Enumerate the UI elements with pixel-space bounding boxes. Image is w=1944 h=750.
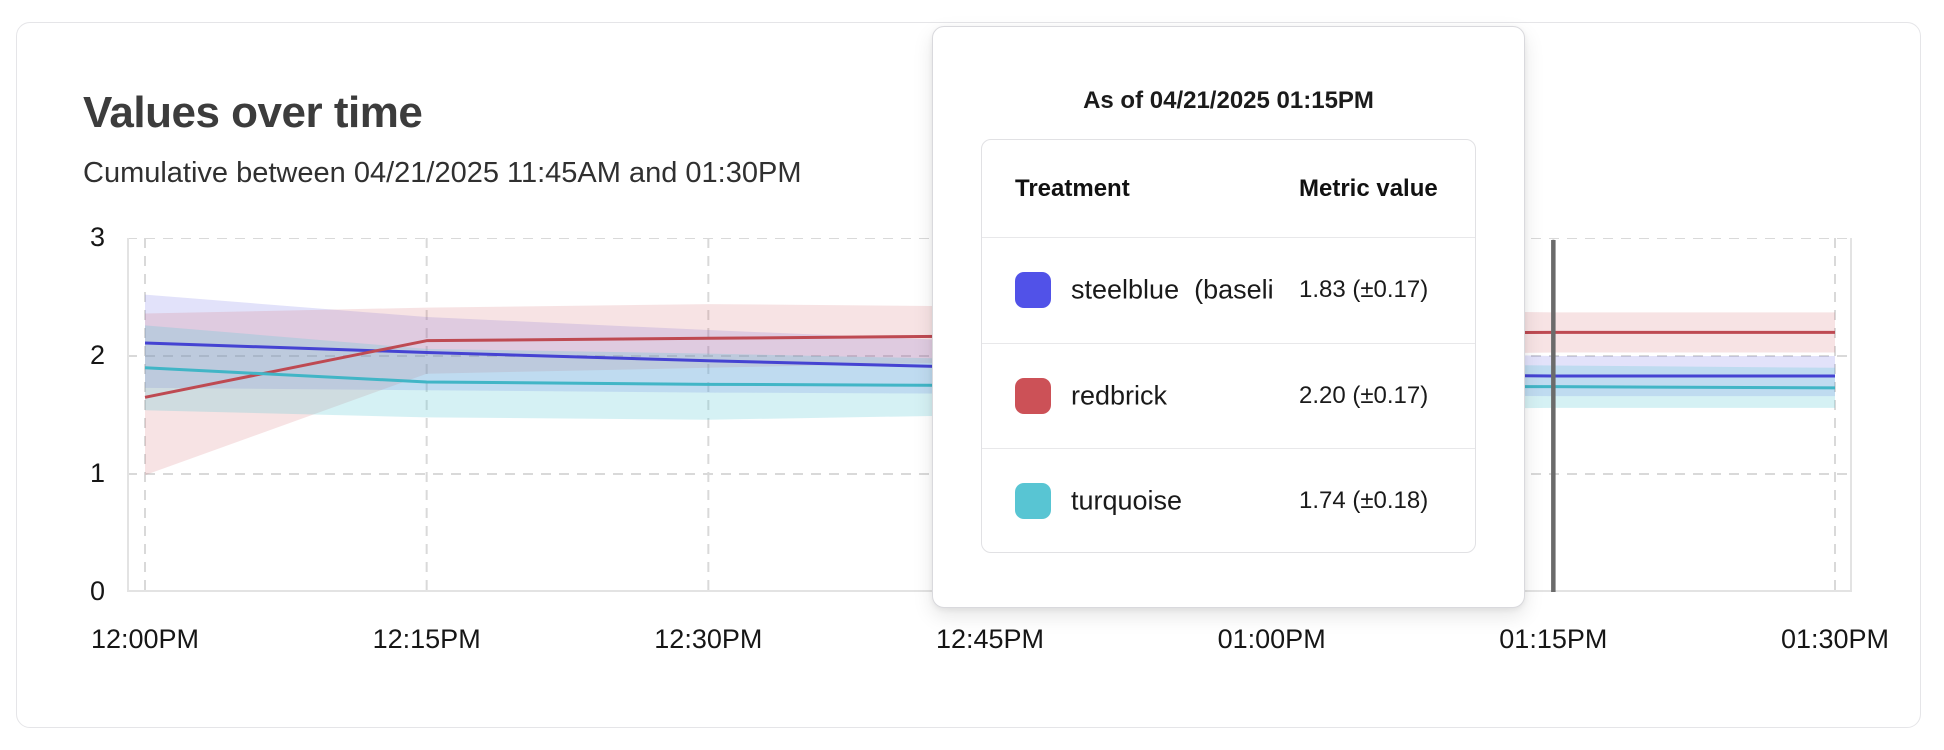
x-axis-tick-label: 12:45PM xyxy=(935,624,1045,654)
column-header-metric-value: Metric value xyxy=(1299,174,1438,202)
series-color-swatch-icon xyxy=(1015,272,1051,309)
y-axis-tick-label: 0 xyxy=(89,576,105,606)
metric-value: 2.20 (±0.17) xyxy=(1299,381,1429,409)
x-axis-tick-label: 01:15PM xyxy=(1499,624,1608,654)
x-axis-tick-label: 12:15PM xyxy=(372,624,481,654)
x-axis-tick-label: 12:30PM xyxy=(654,624,763,654)
series-color-swatch-icon xyxy=(1015,483,1051,520)
y-axis-tick-label: 3 xyxy=(89,222,105,252)
chart-subtitle: Cumulative between 04/21/2025 11:45AM an… xyxy=(83,157,802,189)
tooltip-title: As of 04/21/2025 01:15PM xyxy=(1083,87,1374,114)
x-axis-tick-label: 01:00PM xyxy=(1217,624,1326,654)
metric-value: 1.74 (±0.18) xyxy=(1299,487,1429,515)
hover-tooltip: As of 04/21/2025 01:15PM Treatment Metri… xyxy=(932,26,1525,608)
treatment-label: redbrick xyxy=(1071,380,1168,411)
column-header-treatment: Treatment xyxy=(1015,174,1130,202)
metric-value: 1.83 (±0.17) xyxy=(1299,276,1429,304)
table-row: redbrick 2.20 (±0.17) xyxy=(982,342,1475,449)
table-row: turquoise 1.74 (±0.18) xyxy=(982,448,1475,552)
y-axis-tick-label: 2 xyxy=(89,340,105,370)
y-axis-tick-label: 1 xyxy=(89,458,105,488)
tooltip-table: Treatment Metric value steelblue (baseli… xyxy=(981,139,1476,553)
x-axis-tick-label: 01:30PM xyxy=(1780,624,1890,654)
page-title: Values over time xyxy=(83,88,423,137)
tooltip-table-header: Treatment Metric value xyxy=(982,140,1475,237)
table-row: steelblue (baseli 1.83 (±0.17) xyxy=(982,237,1475,343)
treatment-label: turquoise xyxy=(1071,485,1183,516)
treatment-label: steelblue (baseli xyxy=(1071,274,1274,305)
series-color-swatch-icon xyxy=(1015,377,1051,414)
x-axis-tick-label: 12:00PM xyxy=(90,624,200,654)
